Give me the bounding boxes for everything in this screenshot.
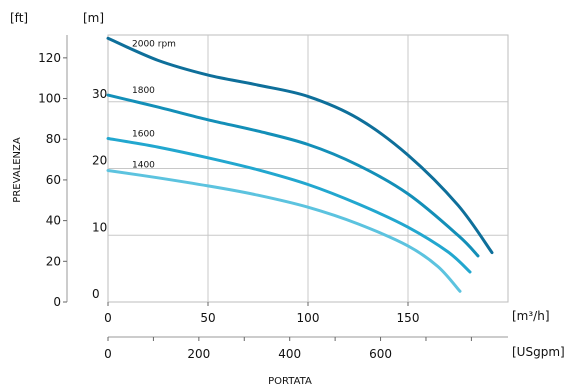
ft-tick-label-0: 0 [53, 295, 61, 309]
m-tick-label-1: 10 [92, 220, 107, 234]
series-line-0 [106, 36, 494, 255]
ft-tick-label-3: 60 [46, 173, 61, 187]
usgpm-tick-label-0: 0 [104, 347, 112, 361]
usgpm-tick-label-3: 600 [369, 347, 392, 361]
series-label-3: 1400 [132, 161, 155, 171]
unit-usgpm-label: [USgpm] [512, 345, 565, 359]
usgpm-axis: 0 200 400 600 [104, 336, 508, 361]
m-tick-label-0: 0 [92, 287, 100, 301]
ft-tick-label-2: 40 [46, 214, 61, 228]
unit-ft-label: [ft] [10, 11, 28, 25]
m3h-tick-label-3: 150 [397, 311, 420, 325]
grid [108, 35, 508, 302]
ft-axis: 0 20 40 60 80 100 120 [38, 35, 68, 309]
x-axis-title: PORTATA [268, 376, 312, 387]
ft-tick-label-5: 100 [38, 92, 61, 106]
series-line-1 [106, 93, 480, 258]
unit-m-label: [m] [83, 11, 104, 25]
m3h-tick-label-0: 0 [104, 311, 112, 325]
ft-tick-label-6: 120 [38, 51, 61, 65]
axes: 0 20 40 60 80 100 120 0 10 20 30 0 50 100 150 0 200 40… [38, 35, 508, 361]
series-group: 2000 rpm 1800 1600 1400 [106, 36, 494, 293]
series-label-0: 2000 rpm [132, 39, 176, 49]
series-line-3 [106, 169, 462, 293]
y-axis-title: PREVALENZA [12, 137, 23, 203]
unit-m3h-label: [m³/h] [512, 309, 550, 323]
ft-tick-label-1: 20 [46, 254, 61, 268]
m3h-tick-label-1: 50 [200, 311, 215, 325]
usgpm-tick-label-2: 400 [278, 347, 301, 361]
m-tick-label-2: 20 [92, 154, 107, 168]
series-label-1: 1800 [132, 86, 155, 96]
series-label-2: 1600 [132, 129, 155, 139]
m-tick-label-3: 30 [92, 87, 107, 101]
m3h-tick-label-2: 100 [297, 311, 320, 325]
usgpm-tick-label-1: 200 [187, 347, 210, 361]
series-line-2 [106, 137, 472, 274]
m-axis: 0 10 20 30 [92, 87, 107, 301]
m3h-axis: 0 50 100 150 [104, 302, 419, 325]
plot-area: 2000 rpm 1800 1600 1400 [106, 34, 509, 303]
ft-tick-label-4: 80 [46, 132, 61, 146]
